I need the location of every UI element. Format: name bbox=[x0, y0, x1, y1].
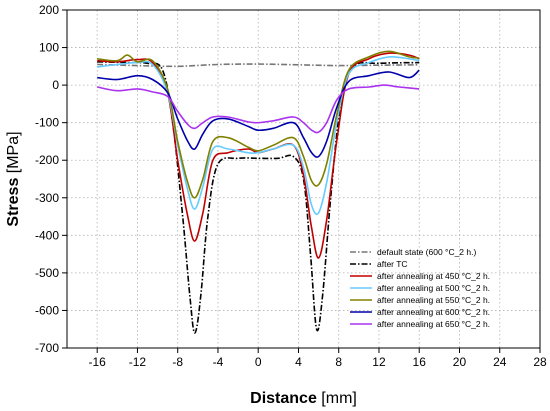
legend-label-4: after annealing at 550 °C_2 h. bbox=[377, 295, 490, 305]
x-axis-title-main: Distance bbox=[250, 390, 317, 407]
series-lines bbox=[97, 50, 420, 334]
y-tick-label: -300 bbox=[35, 191, 59, 205]
x-tick-label: 28 bbox=[533, 355, 547, 369]
y-tick-label: -700 bbox=[35, 341, 59, 355]
x-tick-label: 0 bbox=[255, 355, 262, 369]
y-tick-label: -400 bbox=[35, 228, 59, 242]
y-axis-title-main: Stress bbox=[5, 178, 22, 227]
y-tick-label: 200 bbox=[39, 3, 59, 17]
x-axis-title-unit: [mm] bbox=[317, 390, 357, 407]
y-tick-label: -500 bbox=[35, 266, 59, 280]
x-tick-label: 20 bbox=[453, 355, 467, 369]
x-tick-label: 8 bbox=[335, 355, 342, 369]
legend-label-1: after TC bbox=[377, 259, 408, 269]
plot-frame bbox=[66, 9, 541, 349]
legend: default state (600 °C_2 h.) after TC after… bbox=[350, 247, 490, 329]
x-tick-label: 16 bbox=[413, 355, 427, 369]
legend-label-6: after annealing at 650 °C_2 h. bbox=[377, 319, 490, 329]
y-tick-label: -200 bbox=[35, 153, 59, 167]
series-line-4 bbox=[97, 50, 420, 199]
x-tick-label: -12 bbox=[129, 355, 147, 369]
x-axis-title: Distance [mm] bbox=[250, 390, 357, 407]
x-tick-label: -8 bbox=[172, 355, 183, 369]
y-tick-label: -600 bbox=[35, 303, 59, 317]
x-tick-label: 24 bbox=[493, 355, 507, 369]
y-axis-title: Stress [MPa] bbox=[5, 131, 22, 226]
y-tick-label: -100 bbox=[35, 116, 59, 130]
legend-label-2: after annealing at 450 °C_2 h. bbox=[377, 271, 490, 281]
x-tick-label: -16 bbox=[89, 355, 107, 369]
series-line-5 bbox=[97, 69, 420, 158]
legend-label-0: default state (600 °C_2 h.) bbox=[377, 247, 476, 257]
y-axis-title-unit: [MPa] bbox=[5, 131, 22, 177]
series-line-6 bbox=[97, 84, 420, 134]
x-tick-label: 4 bbox=[295, 355, 302, 369]
legend-label-3: after annealing at 500 °C_2 h. bbox=[377, 283, 490, 293]
x-tick-label: -4 bbox=[213, 355, 224, 369]
y-tick-label: 100 bbox=[39, 41, 59, 55]
y-tick-label: 0 bbox=[52, 78, 59, 92]
tick-labels: -16 -12 -8 -4 0 4 8 12 16 20 24 28 200 100 0 -100 -200 -3… bbox=[35, 3, 547, 369]
legend-label-5: after annealing at 600 °C_2 h. bbox=[377, 307, 490, 317]
axis-ticks bbox=[62, 9, 541, 353]
x-tick-label: 12 bbox=[372, 355, 386, 369]
series-line-0 bbox=[97, 63, 420, 68]
